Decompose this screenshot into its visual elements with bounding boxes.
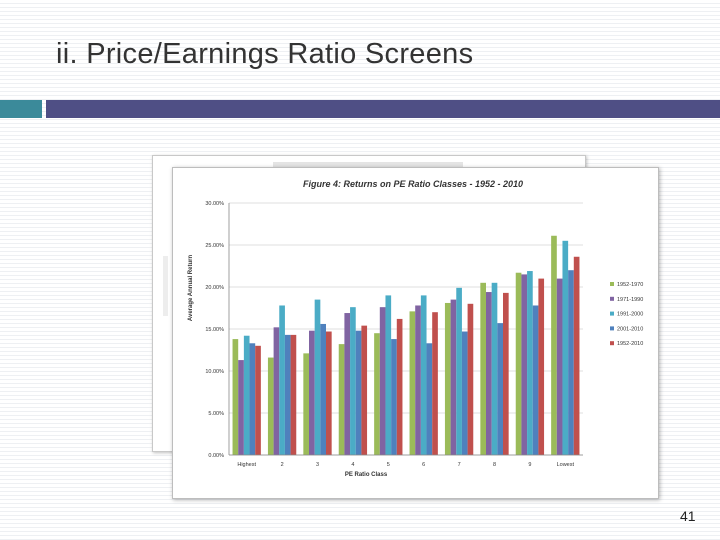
bar-1952-2010-9 [538, 278, 545, 455]
bar-1971-1990-7 [450, 299, 457, 455]
bar-2001-2010-Lowest [568, 270, 574, 455]
x-axis-label: PE Ratio Class [345, 472, 388, 478]
bar-1952-2010-3 [325, 331, 332, 455]
y-tick-label: 25.00% [205, 243, 224, 249]
x-tick-label: Highest [237, 462, 256, 468]
bar-1952-2010-2 [290, 334, 297, 455]
bar-1952-1970-8 [480, 282, 487, 455]
legend-label: 1991-2000 [617, 312, 643, 318]
bar-1971-1990-9 [521, 274, 528, 455]
bar-2001-2010-9 [532, 305, 539, 455]
legend-label: 1971-1990 [617, 297, 643, 303]
x-tick-label: 8 [493, 462, 496, 468]
title-divider-bar [46, 100, 720, 118]
bar-1952-2010-Lowest [573, 256, 580, 455]
bar-1991-2000-9 [527, 271, 533, 455]
page-number: 41 [680, 508, 696, 524]
bar-2001-2010-3 [320, 323, 326, 455]
legend-label: 2001-2010 [617, 326, 643, 332]
x-tick-label: 9 [528, 462, 531, 468]
bar-1952-1970-4 [338, 344, 345, 455]
bar-1952-2010-4 [361, 325, 368, 455]
bar-1952-2010-6 [432, 312, 438, 455]
legend-swatch-1991-2000 [610, 311, 614, 316]
bar-1991-2000-7 [456, 287, 462, 455]
accent-block [0, 100, 42, 118]
bar-1991-2000-5 [385, 295, 392, 455]
x-tick-label: 2 [281, 462, 284, 468]
bar-2001-2010-8 [497, 323, 503, 455]
bar-2001-2010-2 [284, 334, 291, 455]
legend-label: 1952-1970 [617, 282, 643, 288]
bar-1991-2000-6 [420, 295, 427, 455]
bar-2001-2010-7 [461, 331, 468, 455]
x-tick-label: 7 [458, 462, 461, 468]
bar-1971-1990-5 [379, 307, 386, 455]
bar-1952-1970-6 [409, 311, 416, 455]
legend-label: 1952-2010 [617, 341, 643, 347]
x-tick-label: 5 [387, 462, 390, 468]
bar-1991-2000-8 [491, 282, 498, 455]
bar-1991-2000-Highest [243, 335, 250, 455]
bar-1971-1990-3 [309, 330, 315, 455]
legend-swatch-1971-1990 [610, 296, 614, 301]
bar-1952-2010-5 [396, 318, 403, 455]
bar-1971-1990-Highest [238, 360, 244, 455]
bar-2001-2010-5 [391, 339, 397, 455]
x-tick-label: Lowest [557, 462, 575, 468]
slide-title: ii. Price/Earnings Ratio Screens [56, 38, 474, 70]
pe-ratio-returns-chart: Figure 4: Returns on PE Ratio Classes - … [188, 179, 643, 478]
bar-1952-1970-9 [515, 272, 522, 455]
bar-1971-1990-2 [273, 327, 280, 455]
bar-1952-2010-8 [502, 292, 509, 455]
bar-1971-1990-8 [486, 292, 492, 455]
x-tick-label: 3 [316, 462, 319, 468]
y-tick-label: 5.00% [208, 411, 224, 417]
y-tick-label: 15.00% [205, 327, 224, 333]
bar-1952-1970-3 [303, 353, 310, 455]
chart-title: Figure 4: Returns on PE Ratio Classes - … [303, 179, 523, 189]
legend-swatch-2001-2010 [610, 326, 614, 331]
y-tick-label: 10.00% [205, 369, 224, 375]
bar-2001-2010-Highest [249, 343, 256, 455]
chart-figure: Figure 4: Returns on PE Ratio Classes - … [172, 167, 659, 499]
y-tick-label: 0.00% [208, 453, 224, 459]
bar-1991-2000-3 [314, 299, 321, 455]
bar-2001-2010-6 [426, 343, 433, 455]
bar-1952-1970-5 [374, 333, 380, 455]
bar-1971-1990-6 [415, 305, 421, 455]
bar-1952-1970-7 [444, 302, 451, 455]
bar-1971-1990-4 [344, 313, 351, 455]
y-tick-label: 20.00% [205, 285, 224, 291]
background-figure-caption [273, 162, 463, 168]
bar-1952-1970-2 [267, 357, 274, 455]
bar-1952-1970-Lowest [551, 235, 557, 455]
bar-1991-2000-Lowest [562, 240, 569, 455]
legend-swatch-1952-1970 [610, 282, 614, 286]
x-tick-label: 6 [422, 462, 425, 468]
bar-1991-2000-4 [350, 307, 356, 455]
bar-1952-1970-Highest [232, 339, 239, 455]
y-axis-label: Average Annual Return [188, 255, 194, 322]
x-tick-label: 4 [351, 462, 354, 468]
y-tick-label: 30.00% [205, 201, 224, 207]
bar-1952-2010-Highest [255, 345, 261, 455]
background-figure-axis [163, 256, 168, 316]
bar-1991-2000-2 [279, 305, 285, 455]
legend-swatch-1952-2010 [610, 341, 614, 346]
bar-1971-1990-Lowest [556, 278, 563, 455]
bar-1952-2010-7 [467, 303, 474, 455]
bar-2001-2010-4 [355, 330, 362, 455]
